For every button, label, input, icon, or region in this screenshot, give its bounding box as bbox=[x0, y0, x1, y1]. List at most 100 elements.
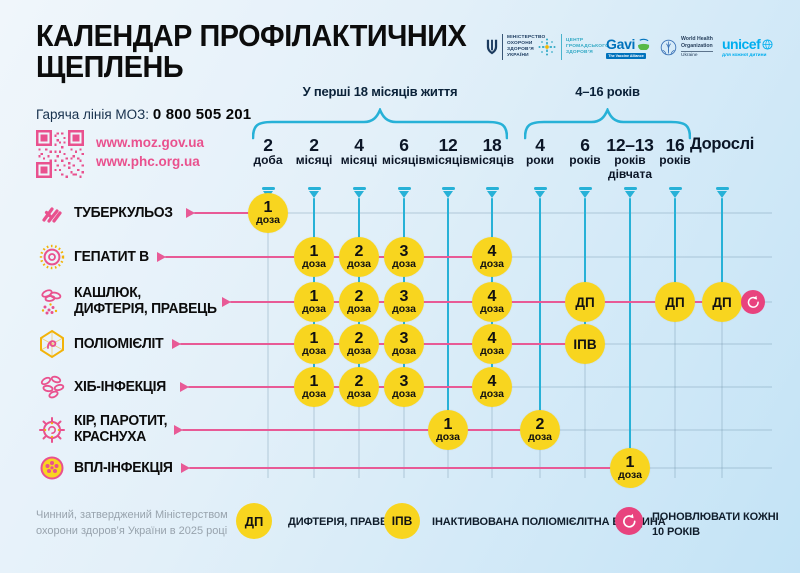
age-column-cap bbox=[533, 187, 547, 190]
age-column-line bbox=[538, 198, 542, 430]
age-unit: місяців bbox=[470, 153, 514, 168]
age-column-cap bbox=[623, 187, 637, 190]
arrow-down-icon bbox=[625, 191, 635, 198]
dose-circle: 1 доза bbox=[294, 367, 334, 407]
disease-label: ПОЛІОМІЄЛІТ bbox=[74, 336, 164, 352]
age-value: 16 bbox=[665, 135, 685, 155]
logo-divider bbox=[502, 34, 503, 60]
arrow-down-icon bbox=[443, 191, 453, 198]
age-column-cap bbox=[441, 187, 455, 190]
grid-column-line bbox=[721, 198, 723, 478]
age-unit: місяці bbox=[340, 153, 378, 168]
logo-divider bbox=[561, 34, 562, 60]
arrow-right-icon bbox=[180, 381, 189, 392]
dose-circle: ДП bbox=[565, 282, 605, 322]
arrow-down-icon bbox=[580, 191, 590, 198]
dose-circle: 4 доза bbox=[472, 367, 512, 407]
polio-icon bbox=[37, 329, 67, 359]
arrow-right-icon bbox=[172, 338, 181, 349]
legend-ipv-text: ІНАКТИВОВАНА ПОЛІОМІЄЛІТНА ВАКЦИНА bbox=[432, 516, 666, 528]
measles-mumps-rubella-icon bbox=[37, 415, 67, 445]
age-column-label: 4 місяці bbox=[317, 136, 401, 168]
age-column-cap bbox=[715, 187, 729, 190]
age-unit: років bbox=[569, 153, 601, 168]
dose-circle: 2 доза bbox=[339, 367, 379, 407]
arrow-right-icon bbox=[157, 251, 166, 262]
refresh-icon bbox=[615, 507, 643, 535]
dose-circle: ІПВ bbox=[565, 324, 605, 364]
age-column-cap bbox=[397, 187, 411, 190]
logo-text: МІНІСТЕРСТВО bbox=[507, 35, 546, 41]
age-column-label: 16 років bbox=[633, 136, 717, 168]
dose-circle: 2 доза bbox=[339, 324, 379, 364]
age-column-label: 12–13 років дівчата bbox=[588, 136, 672, 182]
age-unit: років bbox=[659, 153, 691, 168]
dose-circle: ДП bbox=[702, 282, 742, 322]
age-column-label: 6 місяців bbox=[362, 136, 446, 168]
age-unit: місяців bbox=[426, 153, 470, 168]
legend-ipv-badge: ІПВ bbox=[384, 503, 420, 539]
dose-circle: 3 доза bbox=[384, 237, 424, 277]
moz-link[interactable]: www.moz.gov.ua bbox=[96, 135, 205, 150]
tuberculosis-icon bbox=[37, 198, 67, 228]
dose-circle: 4 доза bbox=[472, 324, 512, 364]
logo-text: ЗДОРОВ’Я bbox=[566, 49, 593, 55]
logo-divider bbox=[681, 50, 713, 52]
arrow-down-icon bbox=[487, 191, 497, 198]
dose-circle: 3 доза bbox=[384, 324, 424, 364]
arrow-right-icon bbox=[181, 462, 190, 473]
logo-text: ЦЕНТР bbox=[566, 38, 584, 44]
age-column-cap bbox=[261, 187, 275, 190]
arrow-down-icon bbox=[717, 191, 727, 198]
dose-circle: 4 доза bbox=[472, 282, 512, 322]
age-column-cap bbox=[578, 187, 592, 190]
trident-icon bbox=[486, 39, 498, 54]
age-column-label: 2 місяці bbox=[272, 136, 356, 168]
age-column-cap bbox=[307, 187, 321, 190]
age-column-label: 18 місяців bbox=[450, 136, 534, 168]
hepatitis-b-icon bbox=[37, 242, 67, 272]
arrow-down-icon bbox=[354, 191, 364, 198]
grid-column-line bbox=[267, 198, 269, 478]
logo-text: ОХОРОНИ bbox=[507, 41, 533, 47]
phc-link[interactable]: www.phc.org.ua bbox=[96, 154, 200, 169]
qr-code-icon bbox=[36, 130, 84, 178]
hpv-icon bbox=[37, 453, 67, 483]
unicef-wordmark: unicef bbox=[722, 36, 761, 52]
dose-circle: 3 доза bbox=[384, 282, 424, 322]
logo-text: Ukraine bbox=[681, 53, 698, 58]
arrow-down-icon bbox=[309, 191, 319, 198]
dose-circle: 3 доза bbox=[384, 367, 424, 407]
dose-circle: 1 доза bbox=[428, 410, 468, 450]
dose-circle: 2 доза bbox=[520, 410, 560, 450]
gavi-globe-icon bbox=[637, 37, 650, 50]
logo-text: Organization bbox=[681, 42, 713, 49]
age-unit: доба bbox=[253, 153, 283, 168]
age-column-label: 12 місяців bbox=[406, 136, 490, 168]
age-value: 12–13 bbox=[606, 135, 654, 155]
disease-row-line bbox=[194, 211, 268, 215]
arrow-right-icon bbox=[222, 296, 231, 307]
disease-row-line bbox=[189, 466, 630, 470]
ministry-of-health-logo: МІНІСТЕРСТВО ОХОРОНИ ЗДОРОВ’Я УКРАЇНИ bbox=[486, 28, 545, 66]
age-column-line bbox=[446, 198, 450, 430]
arrow-right-icon bbox=[186, 207, 195, 218]
disease-row-line bbox=[180, 342, 585, 346]
grid-row-line bbox=[186, 212, 772, 214]
age-unit: роки bbox=[525, 153, 555, 168]
age-unit: місяці bbox=[295, 153, 333, 168]
age-value: 6 bbox=[580, 135, 590, 155]
age-note: дівчата bbox=[607, 167, 653, 182]
arrow-down-icon bbox=[535, 191, 545, 198]
age-group-label: 4–16 років bbox=[575, 84, 640, 99]
age-group-label: У перші 18 місяців життя bbox=[302, 84, 458, 99]
age-column-label: Дорослі bbox=[680, 135, 764, 153]
age-group-bracket bbox=[523, 106, 692, 140]
dose-circle: 1 доза bbox=[610, 448, 650, 488]
disease-label: ХІБ-ІНФЕКЦІЯ bbox=[74, 379, 166, 395]
legend-dp-badge: ДП bbox=[236, 503, 272, 539]
age-column-cap bbox=[485, 187, 499, 190]
gavi-wordmark: Gavi bbox=[606, 35, 636, 52]
dose-circle: 2 доза bbox=[339, 237, 379, 277]
disease-label: ТУБЕРКУЛЬОЗ bbox=[74, 205, 173, 221]
